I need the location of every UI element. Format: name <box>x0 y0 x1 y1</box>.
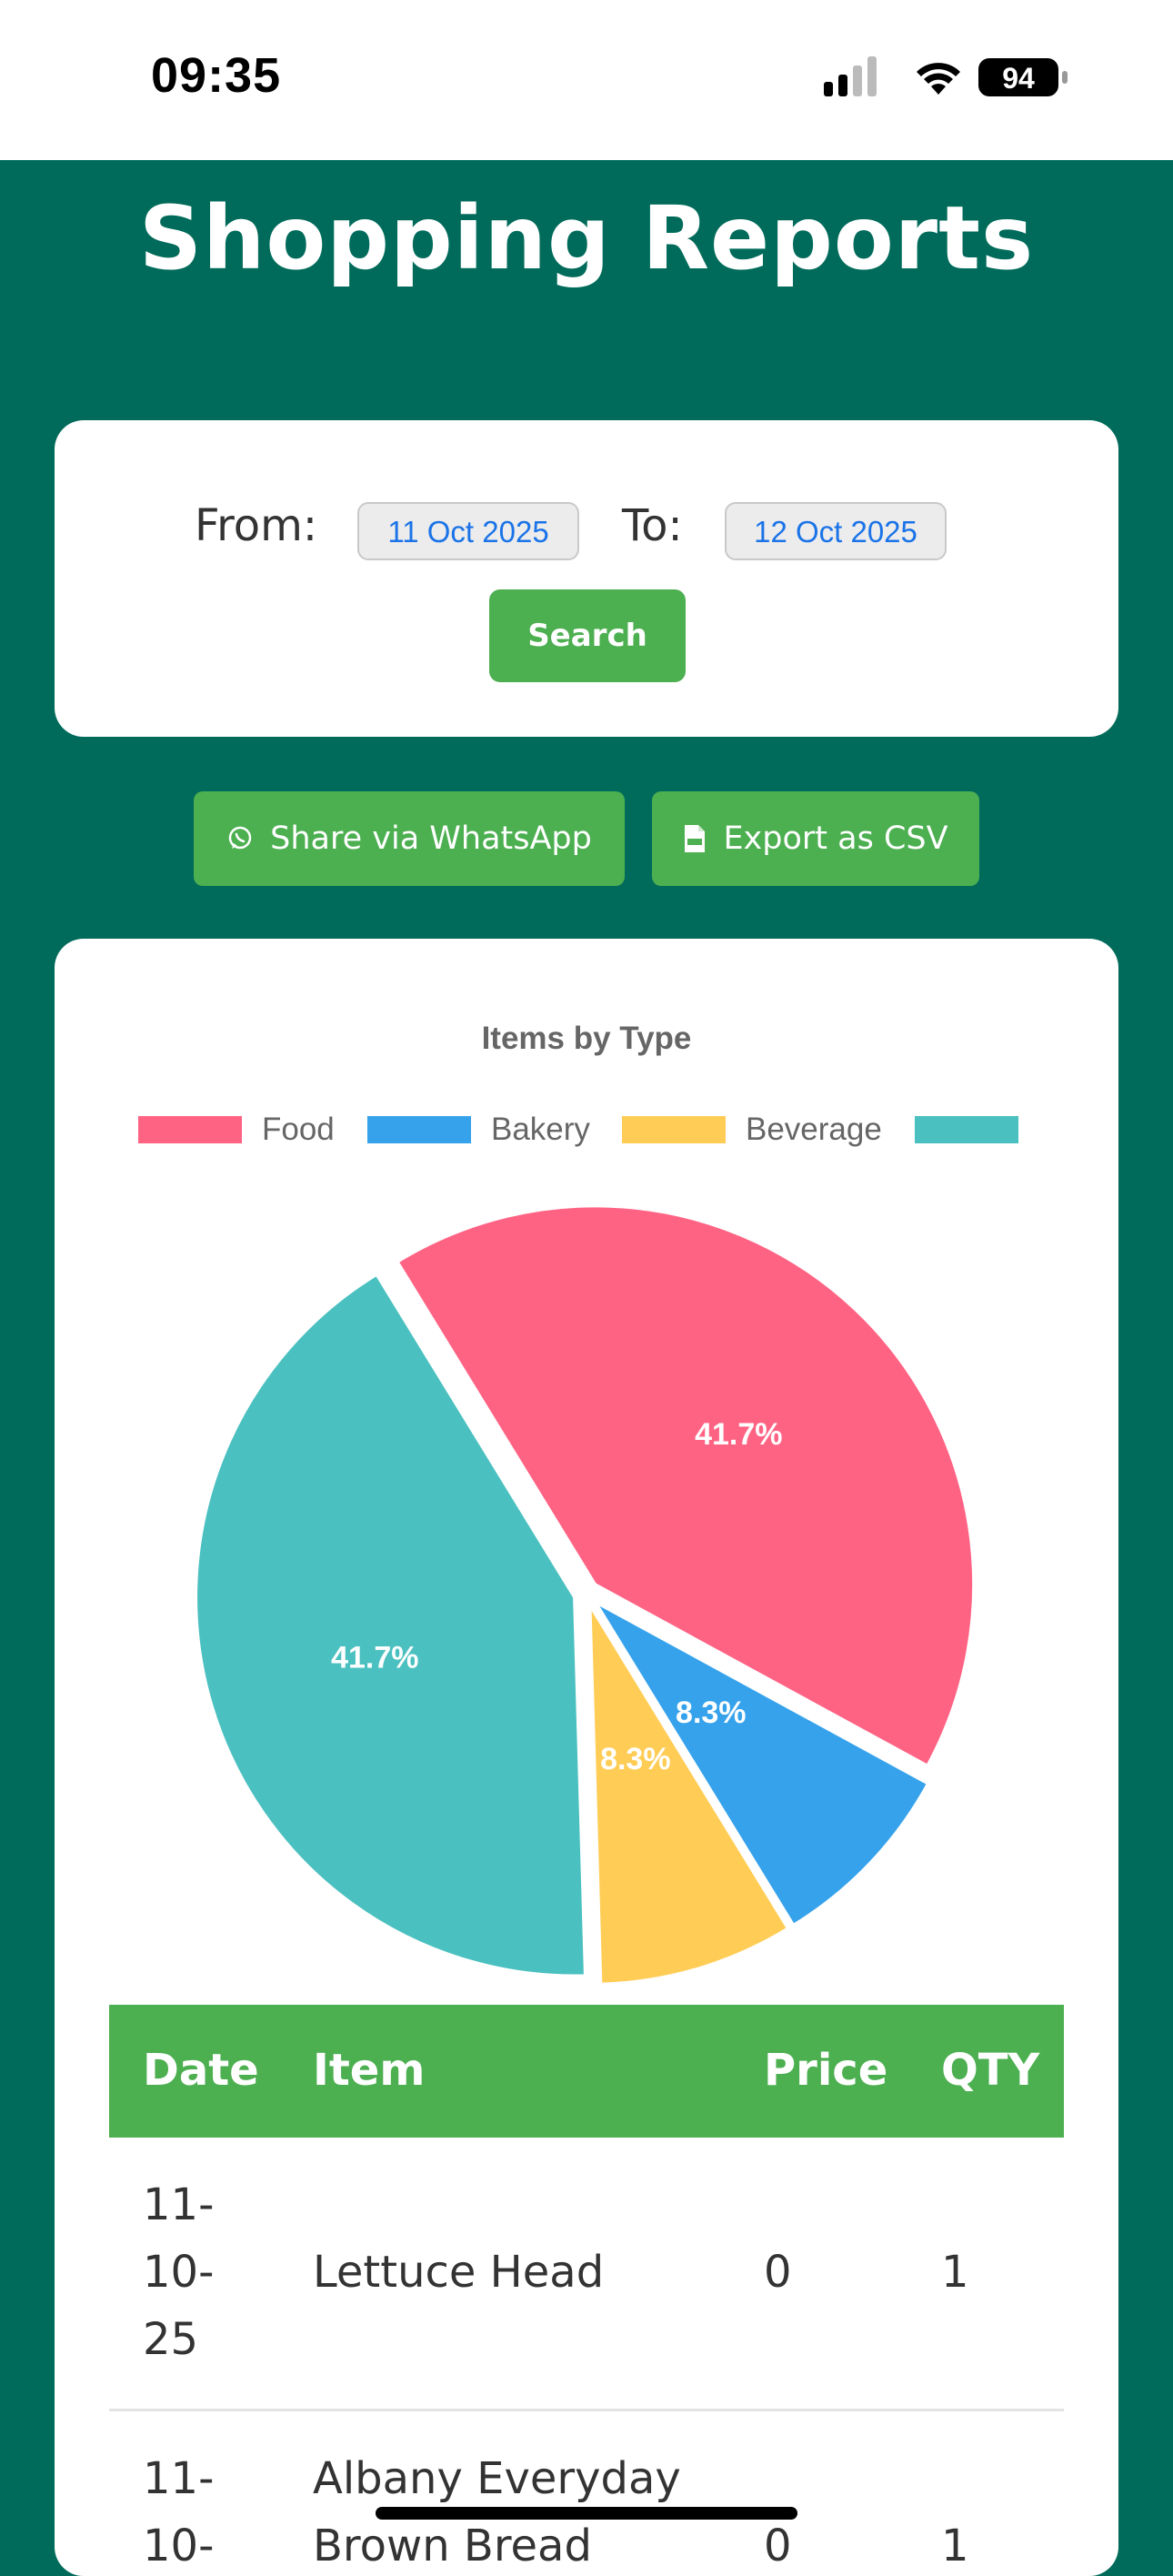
pie-slice-other[interactable] <box>195 1273 586 1977</box>
legend-swatch <box>138 1116 242 1143</box>
cell-date: 11- 10- 25 <box>143 2445 214 2576</box>
date-search-card: From: 11 Oct 2025 To: 12 Oct 2025 Search <box>55 420 1118 737</box>
from-label: From: <box>195 500 318 551</box>
legend-label: Beverage <box>746 1112 882 1147</box>
search-button[interactable]: Search <box>489 589 686 682</box>
legend-item-food[interactable]: Food <box>138 1112 335 1148</box>
csv-file-icon <box>685 825 706 852</box>
pie-slice-bakery[interactable] <box>591 1598 930 1927</box>
item-line: Lettuce Head <box>313 2247 605 2298</box>
legend-item-other[interactable] <box>915 1112 1038 1148</box>
page-title: Shopping Reports <box>138 187 1035 289</box>
cell-qty: 1 <box>941 2247 969 2298</box>
pie-slice-label: 41.7% <box>331 1640 418 1675</box>
status-icons: 94 <box>824 55 1069 100</box>
home-indicator <box>376 2507 797 2520</box>
header-qty: QTY <box>941 2045 1040 2096</box>
pie-slice-label: 8.3% <box>676 1696 747 1730</box>
legend-label: Bakery <box>491 1112 590 1147</box>
wifi-icon <box>917 63 960 95</box>
pie-slice-food[interactable] <box>396 1204 976 1768</box>
cell-qty: 1 <box>941 2521 969 2571</box>
from-date-input[interactable]: 11 Oct 2025 <box>357 502 579 560</box>
report-table: Date Item Price QTY 11- 10- 25 Lettuce H… <box>109 2005 1064 2576</box>
legend-swatch <box>622 1116 726 1143</box>
status-icons-svg: 94 <box>824 56 1068 96</box>
header-price: Price <box>764 2045 888 2096</box>
header-date: Date <box>143 2045 259 2096</box>
header-item: Item <box>313 2045 426 2096</box>
table-header: Date Item Price QTY <box>109 2005 1064 2138</box>
chart-title: Items by Type <box>481 1021 692 1056</box>
pie-slice-label: 41.7% <box>695 1417 782 1452</box>
whatsapp-icon <box>228 826 252 850</box>
pie-slice-label: 8.3% <box>600 1742 671 1776</box>
cell-item: Lettuce Head <box>313 2239 604 2306</box>
to-date-input[interactable]: 12 Oct 2025 <box>725 502 947 560</box>
battery-level: 94 <box>1002 62 1035 95</box>
date-line: 25 <box>143 2314 199 2365</box>
to-label: To: <box>622 500 683 551</box>
report-card: Items by Type Food Bakery Beverage 41.7%… <box>55 939 1118 2576</box>
date-line: 10- <box>143 2521 215 2571</box>
share-whatsapp-button[interactable]: Share via WhatsApp <box>194 791 625 886</box>
date-line: 11- <box>143 2453 215 2504</box>
signal-icon <box>824 56 877 96</box>
status-time: 09:35 <box>151 48 282 103</box>
legend-swatch <box>367 1116 471 1143</box>
date-line: 10- <box>143 2247 215 2298</box>
legend-swatch <box>915 1116 1018 1143</box>
item-line: Brown Bread <box>313 2521 592 2571</box>
battery-icon: 94 <box>978 58 1068 96</box>
cell-price: 0 <box>764 2247 792 2298</box>
export-csv-label: Export as CSV <box>723 820 948 857</box>
status-bar: 09:35 94 <box>0 0 1173 160</box>
legend-item-bakery[interactable]: Bakery <box>367 1112 590 1148</box>
legend-label: Food <box>262 1112 335 1147</box>
table-row[interactable]: 11- 10- 25 Lettuce Head 0 1 <box>109 2138 1064 2411</box>
pie-chart: 41.7% 8.3%8.3% 41.7% <box>195 1204 976 1986</box>
cell-date: 11- 10- 25 <box>143 2171 214 2373</box>
cell-price: 0 <box>764 2521 792 2571</box>
pie-slice-beverage[interactable] <box>588 1600 790 1986</box>
export-csv-button[interactable]: Export as CSV <box>652 791 979 886</box>
date-line: 11- <box>143 2179 215 2230</box>
table-row[interactable]: 11- 10- 25 Albany Everyday Brown Bread 0… <box>109 2411 1064 2576</box>
item-line: Albany Everyday <box>313 2453 681 2504</box>
legend-item-beverage[interactable]: Beverage <box>622 1112 882 1148</box>
share-whatsapp-label: Share via WhatsApp <box>270 820 592 857</box>
